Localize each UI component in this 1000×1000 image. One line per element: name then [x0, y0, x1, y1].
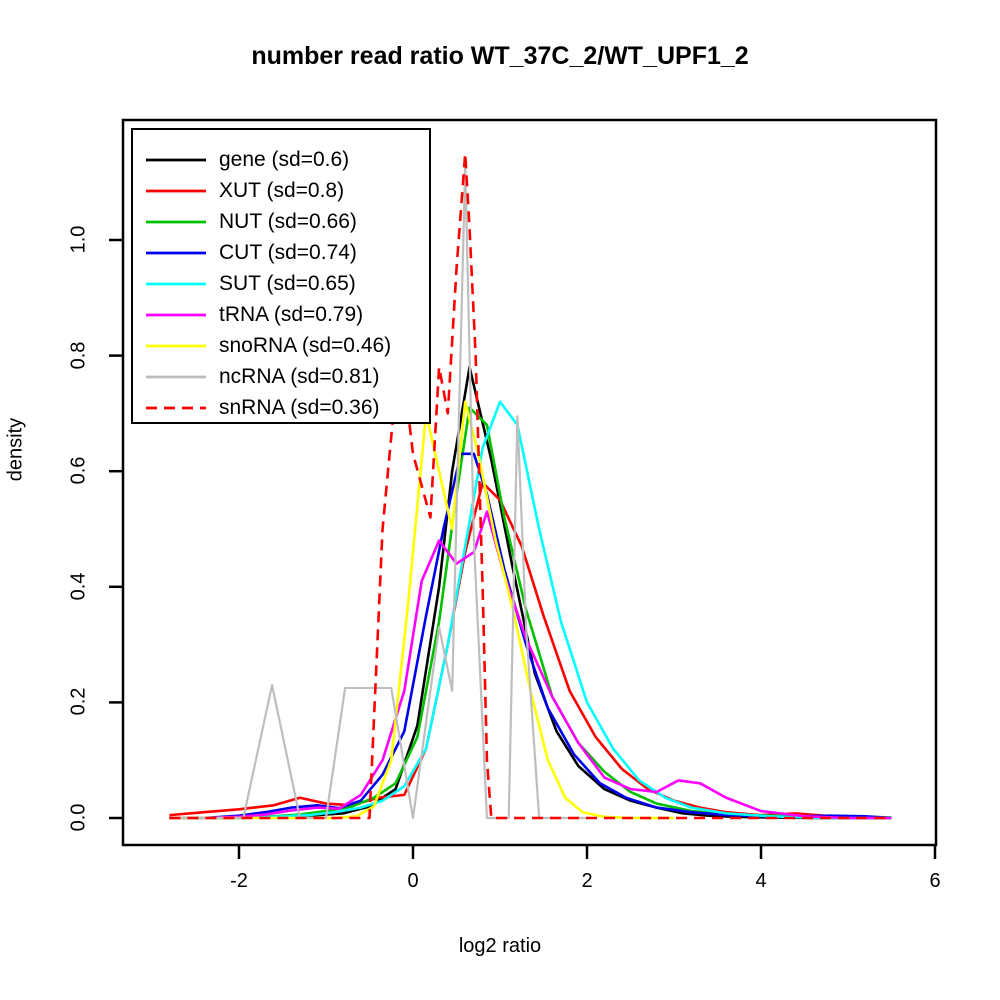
series-line-ncrna [169, 163, 587, 820]
legend-item-trna[interactable]: tRNA (sd=0.79) [133, 299, 429, 330]
legend-item-gene[interactable]: gene (sd=0.6) [133, 144, 429, 175]
series-layer [169, 152, 892, 820]
legend-label: SUT (sd=0.65) [219, 271, 356, 295]
series-line-cut [169, 452, 892, 820]
chart-legend: gene (sd=0.6) XUT (sd=0.8) NUT (sd=0.66) CU… [131, 128, 431, 424]
legend-swatch-xut-icon [145, 184, 207, 198]
legend-item-xut[interactable]: XUT (sd=0.8) [133, 175, 429, 206]
legend-swatch-trna-icon [145, 308, 207, 322]
x-tick-label: 6 [929, 870, 941, 892]
legend-item-snorna[interactable]: snoRNA (sd=0.46) [133, 330, 429, 361]
y-tick-label: 0.6 [67, 456, 90, 485]
legend-item-ncrna[interactable]: ncRNA (sd=0.81) [133, 361, 429, 392]
legend-item-snrna[interactable]: snRNA (sd=0.36) [133, 392, 429, 423]
legend-label: tRNA (sd=0.79) [219, 302, 364, 326]
page-title: number read ratio WT_37C_2/WT_UPF1_2 [251, 42, 749, 70]
legend-swatch-nut-icon [145, 215, 207, 229]
y-tick-label: 1.0 [67, 225, 90, 254]
x-tick-label: 0 [407, 870, 419, 892]
legend-item-nut[interactable]: NUT (sd=0.66) [133, 206, 429, 237]
legend-label: CUT (sd=0.74) [219, 240, 357, 264]
x-tick-label: -2 [230, 870, 248, 892]
legend-label: gene (sd=0.6) [219, 147, 350, 171]
legend-swatch-ncrna-icon [145, 370, 207, 384]
legend-label: snoRNA (sd=0.46) [219, 333, 392, 357]
legend-swatch-snorna-icon [145, 339, 207, 353]
y-tick-label: 0.2 [67, 687, 90, 716]
legend-item-cut[interactable]: CUT (sd=0.74) [133, 237, 429, 268]
axis-layer [109, 238, 937, 859]
series-line-nut [169, 406, 892, 820]
legend-swatch-cut-icon [145, 246, 207, 260]
plot-frame [121, 118, 938, 847]
x-axis-label: log2 ratio [458, 935, 542, 957]
series-line-sut [169, 400, 892, 820]
legend-swatch-snrna-icon [145, 401, 207, 415]
series-line-trna [169, 510, 892, 820]
legend-label: snRNA (sd=0.36) [219, 395, 380, 419]
x-tick-label: 2 [581, 870, 593, 892]
legend-swatch-gene-icon [145, 153, 207, 167]
legend-item-sut[interactable]: SUT (sd=0.65) [133, 268, 429, 299]
legend-label: ncRNA (sd=0.81) [219, 364, 380, 388]
legend-label: NUT (sd=0.66) [219, 209, 357, 233]
y-tick-label: 0.0 [67, 803, 90, 832]
series-line-gene [169, 365, 892, 820]
legend-label: XUT (sd=0.8) [219, 178, 345, 202]
legend-swatch-sut-icon [145, 277, 207, 291]
x-tick-label: 4 [755, 870, 767, 892]
y-tick-label: 0.8 [67, 341, 90, 369]
y-tick-label: 0.4 [67, 572, 90, 601]
